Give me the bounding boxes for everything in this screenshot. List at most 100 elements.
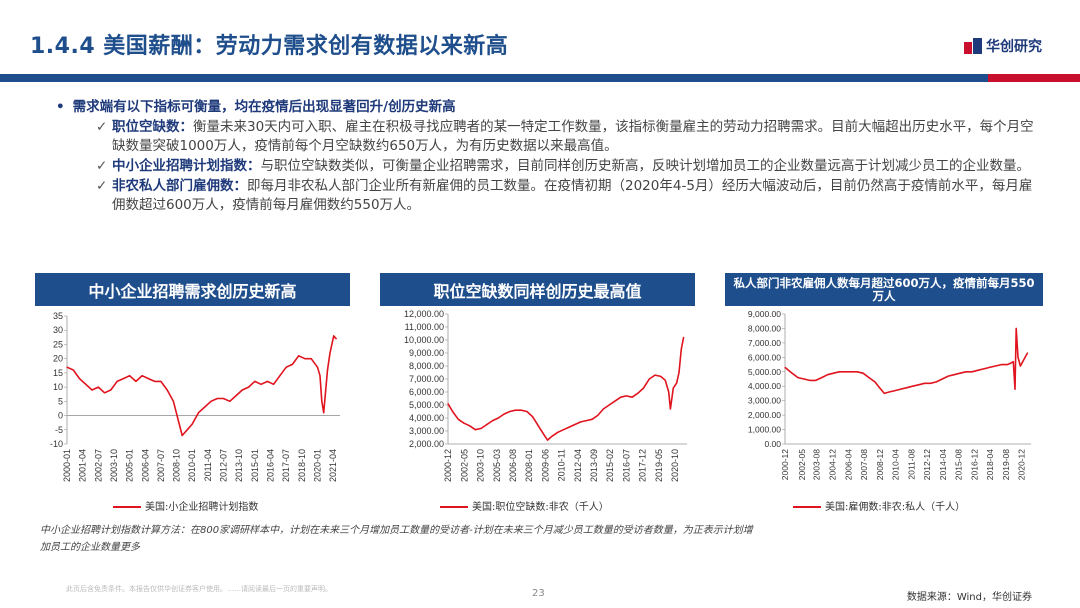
data-point — [551, 435, 553, 437]
data-point — [868, 376, 870, 379]
data-point — [797, 376, 799, 379]
y-tick-label: 7,000.00 — [409, 374, 444, 384]
data-point — [894, 389, 896, 392]
x-tick-label: 2003-10 — [476, 449, 486, 482]
data-point — [172, 400, 175, 402]
y-tick-label: 35 — [53, 311, 63, 321]
data-point — [941, 378, 943, 380]
data-point — [809, 379, 811, 382]
y-tick-label: 12,000.00 — [404, 309, 444, 319]
data-source: 数据来源：Wind，华创证券 — [906, 592, 1032, 603]
y-tick-label: 30 — [53, 325, 63, 335]
sub-bullet-label: 非农私人部门雇佣数： — [112, 178, 247, 194]
data-point — [879, 387, 881, 389]
x-tick-label: 2011-08 — [906, 449, 916, 480]
main-bullet-text: 需求端有以下指标可衡量，均在疫情后出现显著回升/创历史新高 — [72, 99, 456, 115]
data-point — [568, 426, 570, 428]
data-point — [310, 358, 312, 360]
x-tick-label: 2008-10 — [172, 449, 182, 482]
data-point — [1012, 361, 1014, 363]
y-tick-label: 4,000.00 — [748, 381, 781, 391]
data-point — [631, 396, 633, 398]
data-point — [620, 396, 622, 398]
header-divider — [0, 74, 1080, 82]
data-point — [122, 377, 124, 380]
data-point — [929, 382, 932, 384]
y-tick-label: 20 — [53, 354, 63, 364]
x-tick-label: 2006-08 — [508, 449, 518, 482]
data-point — [850, 371, 852, 373]
data-point — [815, 379, 817, 382]
x-tick-label: 2016-12 — [969, 449, 979, 480]
data-point — [135, 380, 137, 383]
x-tick-label: 2021-04 — [328, 449, 338, 482]
data-point — [291, 363, 294, 365]
x-tick-label: 2012-07 — [219, 449, 229, 482]
data-point — [85, 383, 87, 385]
data-point — [672, 387, 674, 389]
data-point — [1026, 352, 1029, 354]
bullet-list: • 需求端有以下指标可衡量，均在疫情后出现显著回升/创历史新高 ✓ 职位空缺数：… — [56, 98, 1036, 215]
x-tick-label: 2001-04 — [78, 449, 88, 482]
y-tick-label: 0 — [58, 411, 63, 421]
data-point — [78, 377, 81, 380]
data-point — [304, 358, 306, 360]
data-point — [463, 422, 465, 424]
x-tick-label: 2013-10 — [234, 449, 244, 482]
data-point — [1017, 356, 1019, 358]
y-tick-label: 8,000.00 — [409, 361, 444, 371]
logo-text: 华创研究 — [986, 39, 1042, 55]
data-point — [266, 380, 268, 383]
x-tick-label: 2015-08 — [954, 449, 964, 480]
data-point — [953, 374, 955, 376]
data-point — [247, 386, 250, 388]
data-point — [1019, 365, 1021, 367]
data-point — [110, 389, 112, 391]
x-tick-label: 2020-10 — [670, 449, 680, 482]
chart-title-job-openings: 职位空缺数同样创历史最高值 — [380, 273, 695, 306]
data-point — [222, 397, 225, 400]
data-point — [625, 395, 627, 397]
data-point — [210, 400, 212, 402]
x-tick-label: 2004-12 — [828, 449, 838, 480]
sub-bullet-text: 即每月非农私人部门企业所有新雇佣的员工数量。在疫情初期（2020年4-5月）经历… — [112, 178, 1033, 213]
data-point — [514, 409, 517, 411]
legend-label: 美国:职位空缺数:非农（千人） — [472, 500, 609, 513]
data-point — [1014, 388, 1016, 390]
data-point — [316, 366, 319, 368]
data-point — [669, 408, 672, 410]
data-point — [971, 371, 973, 373]
data-point — [204, 406, 206, 408]
sub-bullet: ✓ 非农私人部门雇佣数：即每月非农私人部门企业所有新雇佣的员工数量。在疫情初期（… — [96, 177, 1036, 215]
data-point — [147, 377, 149, 380]
data-point — [321, 400, 323, 402]
data-point — [451, 410, 454, 413]
data-point — [160, 380, 162, 383]
data-point — [668, 391, 670, 393]
data-point — [906, 387, 908, 389]
y-tick-label: 7,000.00 — [748, 338, 781, 348]
data-point — [862, 372, 864, 374]
data-point — [260, 383, 262, 385]
data-point — [154, 380, 156, 383]
data-point — [680, 348, 682, 350]
data-point — [335, 338, 337, 340]
series-line — [447, 337, 685, 441]
data-point — [1010, 362, 1012, 364]
y-tick-label: 9,000.00 — [409, 348, 444, 358]
data-point — [241, 389, 243, 391]
x-tick-label: 2018-04 — [985, 449, 995, 480]
data-point — [129, 375, 131, 377]
data-point — [900, 388, 902, 390]
page-number: 23 — [532, 588, 545, 599]
data-point — [273, 383, 275, 385]
data-point — [526, 410, 528, 413]
x-tick-label: 2019-05 — [654, 449, 664, 482]
chart-title-private-hires: 私人部门非农雇佣人数每月超过600万人，疫情前每月550万人 — [725, 273, 1043, 306]
data-point — [181, 434, 183, 437]
data-point — [197, 412, 200, 414]
y-tick-label: 11,000.00 — [405, 322, 444, 332]
check-icon: ✓ — [96, 119, 108, 135]
data-point — [591, 418, 593, 420]
